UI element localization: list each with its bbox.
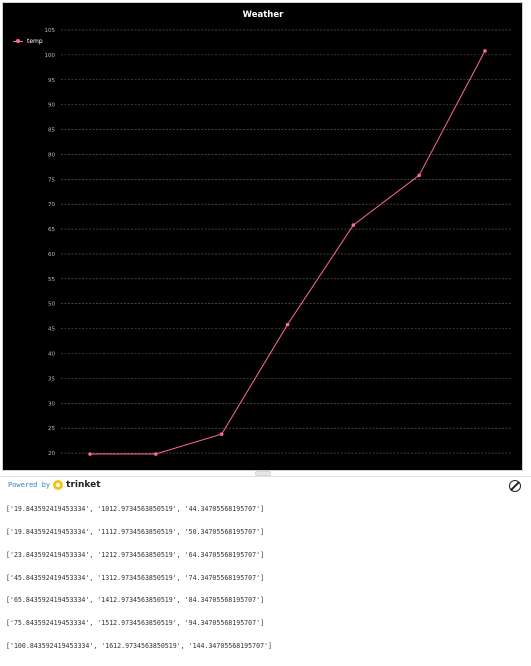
output-line: ['23.843592419453334', '1212.97345638505… bbox=[6, 550, 265, 559]
y-tick-label: 95 bbox=[48, 78, 55, 84]
data-point bbox=[154, 452, 158, 456]
y-tick-label: 20 bbox=[48, 451, 55, 457]
data-point bbox=[417, 173, 421, 178]
chart-title: Weather bbox=[243, 10, 284, 20]
data-point bbox=[483, 49, 487, 53]
powered-by[interactable]: Powered by trinket bbox=[8, 480, 101, 490]
y-tick-label: 40 bbox=[48, 352, 55, 358]
chart-area: Weather 20 25 30 35 40 45 50 55 60 65 70 75 80 85 90 95 1… bbox=[45, 10, 512, 457]
chart-panel: Weather 20 25 30 35 40 45 50 55 60 65 70 75 80 85 90 95 1… bbox=[2, 2, 523, 471]
y-tick-label: 65 bbox=[48, 227, 55, 233]
data-point bbox=[88, 452, 92, 456]
output-panel: Powered by trinket ['19.843592419453334'… bbox=[0, 476, 531, 649]
y-tick-label: 85 bbox=[48, 128, 55, 134]
legend-label: temp bbox=[27, 37, 43, 45]
y-tick-label: 105 bbox=[45, 28, 56, 34]
console-output: ['19.843592419453334', '1012.97345638505… bbox=[6, 491, 272, 666]
output-line: ['19.843592419453334', '1012.97345638505… bbox=[6, 505, 265, 514]
legend-marker-icon bbox=[13, 37, 23, 45]
data-point bbox=[285, 322, 290, 327]
output-line: ['45.843592419453334', '1312.97345638505… bbox=[6, 573, 265, 582]
output-line: ['100.843592419453334', '1612.9734563850… bbox=[6, 641, 272, 650]
y-tick-label: 75 bbox=[48, 177, 55, 183]
trinket-frame: Weather 20 25 30 35 40 45 50 55 60 65 70 75 80 85 90 95 1… bbox=[0, 0, 531, 557]
y-tick-label: 55 bbox=[48, 277, 55, 283]
stop-icon[interactable] bbox=[509, 480, 521, 492]
y-tick-label: 80 bbox=[48, 152, 55, 158]
y-tick-label: 90 bbox=[48, 103, 55, 109]
output-line: ['19.843592419453334', '1112.97345638505… bbox=[6, 527, 265, 536]
y-tick-label: 25 bbox=[48, 426, 55, 432]
legend[interactable]: temp bbox=[13, 37, 43, 45]
trinket-brand: trinket bbox=[66, 480, 101, 490]
y-tick-label: 35 bbox=[48, 376, 55, 382]
y-tick-label: 100 bbox=[45, 53, 56, 59]
powered-by-label: Powered by bbox=[8, 481, 51, 489]
series-line-temp bbox=[90, 50, 486, 455]
y-tick-label: 30 bbox=[48, 401, 55, 407]
data-point bbox=[219, 432, 224, 436]
panel-resize-handle[interactable] bbox=[255, 471, 271, 476]
output-line: ['65.843592419453334', '1412.97345638505… bbox=[6, 596, 265, 605]
y-tick-label: 50 bbox=[48, 302, 55, 308]
data-point bbox=[351, 223, 356, 227]
y-tick-label: 60 bbox=[48, 252, 55, 258]
trinket-logo-icon bbox=[53, 480, 64, 490]
output-line: ['75.843592419453334', '1512.97345638505… bbox=[6, 619, 265, 628]
y-tick-label: 45 bbox=[48, 327, 55, 333]
y-tick-label: 70 bbox=[48, 202, 55, 208]
